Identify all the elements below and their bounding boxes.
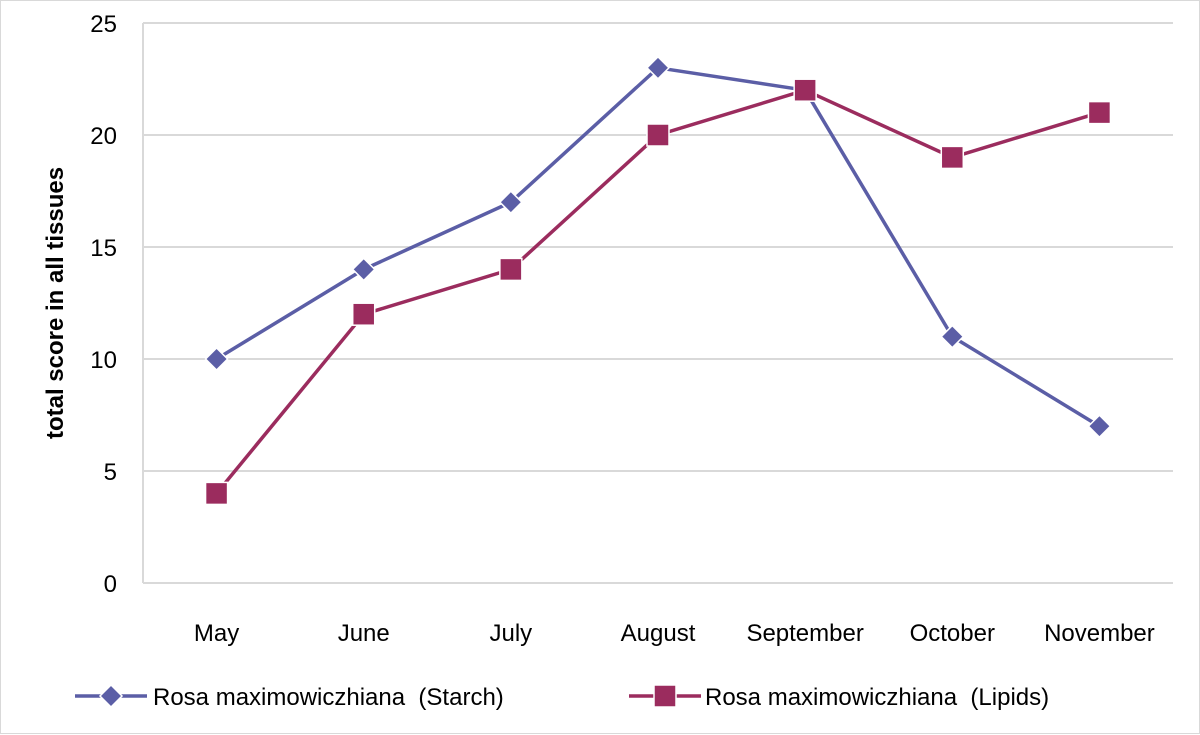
point-square xyxy=(1087,100,1112,125)
point-diamond xyxy=(1087,414,1112,439)
y-tick-label: 15 xyxy=(90,235,117,262)
gridlines xyxy=(142,22,1173,584)
x-tick-label: November xyxy=(1044,620,1155,647)
y-tick-label: 20 xyxy=(90,123,117,150)
series-lipids xyxy=(204,78,1112,506)
series-group xyxy=(204,55,1112,506)
legend-item: Rosa maximowiczhiana (Starch) xyxy=(75,683,504,711)
x-tick-label: June xyxy=(338,620,390,647)
point-diamond xyxy=(940,324,965,349)
point-diamond xyxy=(498,190,523,215)
x-tick-label: July xyxy=(490,620,533,647)
point-diamond xyxy=(204,346,229,372)
x-tick-labels: May June July August September October Novembe… xyxy=(194,620,1155,647)
point-square xyxy=(793,78,817,102)
point-square-legend xyxy=(653,684,677,708)
y-tick-labels: 0 5 10 15 20 25 xyxy=(90,11,117,598)
x-tick-label: May xyxy=(194,620,239,647)
point-square xyxy=(351,302,376,326)
y-tick-label: 0 xyxy=(104,571,117,598)
legend: Rosa maximowiczhiana (Starch) Rosa maximo… xyxy=(75,683,1049,711)
series-line xyxy=(215,88,1100,495)
legend-label: Rosa maximowiczhiana (Lipids) xyxy=(705,684,1049,711)
point-diamond xyxy=(645,55,671,80)
y-tick-label: 10 xyxy=(90,347,117,374)
legend-item: Rosa maximowiczhiana (Lipids) xyxy=(629,684,1049,711)
legend-label: Rosa maximowiczhiana (Starch) xyxy=(153,684,504,711)
point-square xyxy=(940,145,965,170)
x-tick-label: September xyxy=(746,620,863,647)
point-diamond-legend xyxy=(98,683,124,709)
series-starch xyxy=(204,55,1112,439)
y-tick-label: 5 xyxy=(104,459,117,486)
y-tick-label: 25 xyxy=(90,11,117,38)
x-tick-label: August xyxy=(621,620,696,647)
point-diamond xyxy=(351,257,376,282)
point-square xyxy=(204,481,229,506)
point-square xyxy=(646,123,670,147)
point-square xyxy=(499,257,523,282)
y-axis-label: total score in all tissues xyxy=(42,167,69,439)
x-tick-label: October xyxy=(910,620,995,647)
